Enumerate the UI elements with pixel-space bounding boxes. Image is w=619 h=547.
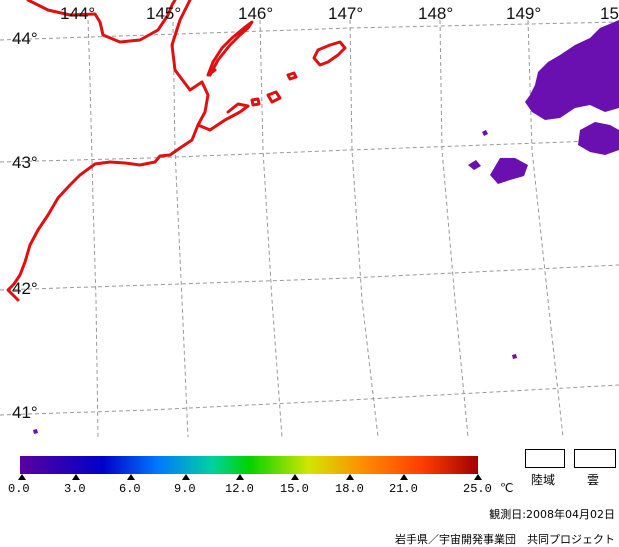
lon-label-145: 145° bbox=[146, 4, 181, 23]
colorbar-unit: ℃ bbox=[500, 482, 514, 496]
colorbar-tick-label: 25.0 bbox=[463, 482, 492, 496]
colorbar-ticks bbox=[18, 474, 482, 480]
credit-line: 岩手県／宇宙開発事業団 共同プロジェクト bbox=[395, 533, 615, 546]
lat-label-41: 41° bbox=[12, 403, 38, 422]
kunashiri-island bbox=[206, 20, 254, 77]
sea-surface-temperature-map: 144° 145° 146° 147° 148° 149° 15 44° 43°… bbox=[0, 0, 619, 438]
colorbar-tick-label: 9.0 bbox=[174, 482, 196, 496]
shikotan-island bbox=[312, 40, 347, 67]
nemuro-peninsula bbox=[196, 102, 250, 132]
cloud-cover bbox=[33, 20, 619, 434]
land-legend-label: 陸域 bbox=[531, 473, 556, 487]
coastline bbox=[6, 0, 347, 302]
lat-label-44: 44° bbox=[12, 29, 38, 48]
colorbar-tick-label: 15.0 bbox=[280, 482, 309, 496]
lon-label-144: 144° bbox=[60, 4, 95, 23]
hokkaido-north-coast bbox=[26, 0, 177, 44]
lon-label-147: 147° bbox=[328, 4, 363, 23]
graticule-parallels bbox=[0, 21, 619, 416]
cloud-legend-swatch bbox=[574, 449, 616, 468]
lat-label-43: 43° bbox=[12, 153, 38, 172]
observation-date: 観測日:2008年04月02日 bbox=[489, 508, 615, 521]
colorbar-tick-label: 18.0 bbox=[335, 482, 364, 496]
temperature-colorbar bbox=[20, 456, 478, 474]
lon-label-148: 148° bbox=[418, 4, 453, 23]
habomai-islet-1 bbox=[266, 90, 282, 104]
habomai-islet-2 bbox=[250, 97, 261, 107]
cloud-legend-label: 雲 bbox=[587, 473, 600, 487]
land-legend-swatch bbox=[525, 449, 565, 468]
colorbar-tick-label: 0.0 bbox=[8, 482, 30, 496]
hokkaido-east-coast bbox=[6, 0, 210, 302]
colorbar-tick-label: 3.0 bbox=[64, 482, 86, 496]
lat-label-42: 42° bbox=[12, 279, 38, 298]
lon-label-146: 146° bbox=[238, 4, 273, 23]
habomai-islet-3 bbox=[286, 71, 298, 81]
lon-label-149: 149° bbox=[506, 4, 541, 23]
lon-label-150: 15 bbox=[600, 4, 619, 23]
colorbar-tick-label: 6.0 bbox=[119, 482, 141, 496]
colorbar-tick-label: 12.0 bbox=[225, 482, 254, 496]
colorbar-tick-label: 21.0 bbox=[389, 482, 418, 496]
graticule-meridians bbox=[87, 19, 564, 438]
